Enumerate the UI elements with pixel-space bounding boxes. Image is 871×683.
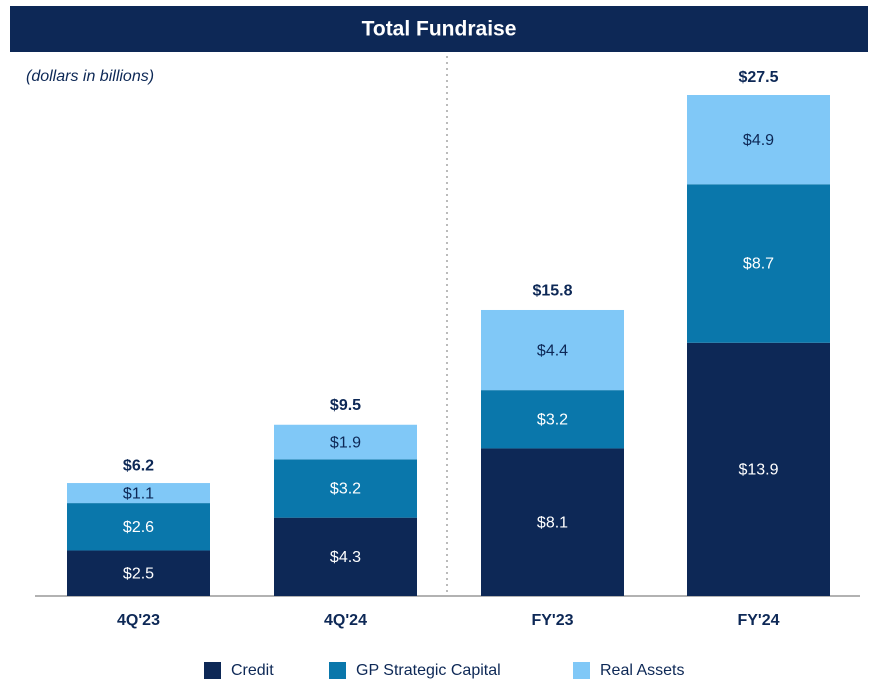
bar-segment: [67, 550, 210, 596]
segment-label: $1.9: [330, 434, 361, 451]
segment-label: $4.3: [330, 549, 361, 566]
total-label: $6.2: [123, 457, 154, 474]
segment-label: $1.1: [123, 485, 154, 502]
bar-segment: [274, 424, 417, 460]
bar-segment: [481, 309, 624, 391]
segment-label: $13.9: [738, 462, 778, 479]
bar-segment: [67, 483, 210, 504]
total-label: $15.8: [532, 282, 572, 299]
total-label: $9.5: [330, 397, 361, 414]
segment-label: $4.4: [537, 342, 568, 359]
legend-label: Credit: [231, 662, 274, 679]
bar-segment: [67, 503, 210, 551]
x-tick-label: FY'24: [737, 612, 779, 629]
bar-segment: [687, 342, 830, 596]
bar-segment: [274, 517, 417, 596]
segment-label: $8.1: [537, 514, 568, 531]
segment-label: $4.9: [743, 132, 774, 149]
legend-label: Real Assets: [600, 662, 684, 679]
legend-swatch: [573, 662, 590, 679]
segment-label: $8.7: [743, 256, 774, 273]
segment-label: $2.6: [123, 519, 154, 536]
title-bar: [10, 6, 868, 52]
x-tick-label: 4Q'24: [324, 612, 367, 629]
legend-swatch: [204, 662, 221, 679]
segment-label: $3.2: [537, 412, 568, 429]
segment-label: $3.2: [330, 481, 361, 498]
bar-segment: [274, 459, 417, 518]
subtitle: (dollars in billions): [26, 68, 154, 85]
bar-segment: [481, 448, 624, 596]
bar-segment: [687, 95, 830, 185]
bar-segment: [687, 184, 830, 343]
bar-segment: [481, 390, 624, 449]
legend-swatch: [329, 662, 346, 679]
chart-title: Total Fundraise: [362, 18, 517, 41]
segment-label: $2.5: [123, 565, 154, 582]
legend-label: GP Strategic Capital: [356, 662, 501, 679]
x-tick-label: 4Q'23: [117, 612, 160, 629]
total-label: $27.5: [738, 69, 778, 86]
x-tick-label: FY'23: [531, 612, 573, 629]
